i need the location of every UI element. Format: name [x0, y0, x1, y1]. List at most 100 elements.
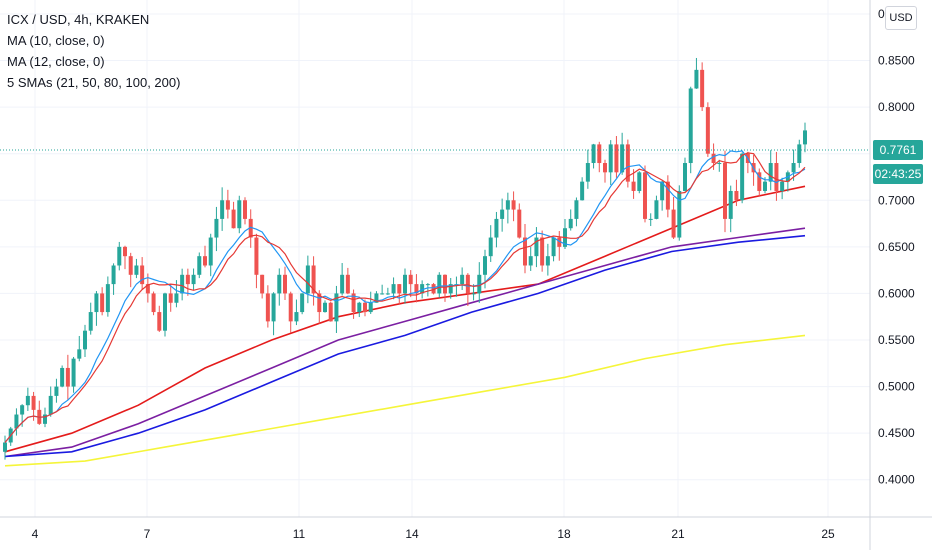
ma10-line — [4, 150, 806, 443]
candle-body — [357, 302, 362, 313]
candle-body — [311, 265, 316, 294]
candle-body — [317, 293, 322, 313]
candle-body — [163, 293, 167, 331]
candle-body — [351, 293, 356, 313]
candle-body — [763, 181, 767, 191]
candle-body — [231, 209, 236, 229]
candle-body — [700, 69, 705, 108]
candlesticks — [3, 57, 807, 460]
candle-body — [283, 274, 287, 294]
x-tick-label: 14 — [405, 527, 419, 541]
candle-body — [328, 302, 333, 322]
y-tick-label: 0.8500 — [878, 54, 915, 68]
candle-body — [540, 237, 545, 266]
candle-body — [500, 209, 505, 219]
candle-body — [768, 163, 773, 182]
currency-button[interactable]: USD — [885, 6, 917, 30]
candle-body — [105, 284, 110, 313]
candle-body — [471, 293, 476, 295]
candle-body — [88, 312, 93, 331]
smas-label[interactable]: 5 SMAs (21, 50, 80, 100, 200) — [7, 75, 181, 90]
candle-body — [643, 172, 647, 219]
candle-body — [711, 153, 716, 164]
candle-body — [368, 302, 373, 313]
y-tick-label: 0.4000 — [878, 473, 915, 487]
candle-body — [603, 163, 607, 173]
candle-body — [431, 284, 436, 294]
candle-body — [265, 293, 270, 322]
candle-body — [488, 237, 493, 257]
sma-line — [4, 185, 806, 453]
candle-body — [511, 200, 516, 210]
candle-body — [460, 274, 465, 285]
candle-body — [557, 237, 562, 247]
candle-body — [83, 330, 87, 350]
candle-body — [797, 144, 802, 164]
candle-body — [151, 293, 156, 313]
candle-body — [294, 312, 299, 322]
candle-body — [197, 256, 202, 275]
candle-body — [145, 284, 150, 294]
candle-body — [123, 246, 127, 257]
candle-body — [551, 237, 556, 257]
price-axis[interactable]: 0.90000.85000.80000.75000.70000.65000.60… — [878, 7, 915, 487]
x-tick-label: 11 — [293, 527, 306, 541]
candle-body — [277, 274, 282, 294]
candle-body — [757, 172, 762, 191]
candle-body — [494, 218, 499, 238]
candle-body — [545, 256, 550, 266]
candle-body — [288, 293, 293, 322]
y-tick-label: 0.5000 — [878, 380, 915, 394]
candle-body — [425, 284, 430, 286]
candle-body — [305, 265, 310, 294]
candle-body — [391, 284, 396, 294]
x-tick-label: 18 — [557, 527, 571, 541]
candle-body — [580, 181, 585, 201]
candle-body — [243, 200, 247, 219]
candle-body — [180, 274, 185, 294]
candle-body — [203, 256, 207, 266]
candle-body — [637, 172, 642, 191]
candle-body — [477, 274, 482, 294]
candle-body — [60, 367, 65, 387]
ma10-label[interactable]: MA (10, close, 0) — [7, 33, 105, 48]
candle-body — [523, 237, 527, 266]
candle-body — [94, 293, 99, 313]
symbol-title[interactable]: ICX / USD, 4h, KRAKEN — [7, 12, 150, 27]
candle-body — [654, 200, 659, 219]
candle-body — [448, 284, 453, 294]
candle-body — [625, 144, 630, 182]
candle-body — [665, 181, 670, 210]
ma12-label[interactable]: MA (12, close, 0) — [7, 54, 105, 69]
candle-body — [25, 395, 30, 406]
candle-body — [20, 405, 25, 415]
candle-body — [385, 293, 390, 295]
candle-body — [774, 163, 779, 191]
candle-body — [174, 293, 179, 303]
candle-body — [54, 386, 59, 396]
y-tick-label: 0.6000 — [878, 286, 915, 300]
candle-body — [614, 144, 619, 173]
candle-body — [683, 163, 687, 191]
candle-body — [134, 265, 139, 275]
last-price-tag: 0.7761 — [873, 140, 923, 160]
candle-body — [237, 200, 242, 229]
candle-body — [608, 144, 613, 173]
candle-body — [648, 218, 653, 220]
y-tick-label: 0.7000 — [878, 193, 915, 207]
candle-body — [728, 190, 733, 219]
time-axis[interactable]: 4 7 11 14 18 21 25 — [32, 527, 835, 541]
candle-body — [597, 144, 602, 164]
candle-body — [208, 237, 213, 266]
candle-body — [248, 218, 253, 238]
sma-lines — [4, 185, 806, 467]
candle-body — [3, 442, 7, 452]
candle-body — [694, 69, 699, 89]
candle-body — [443, 274, 447, 294]
candle-body — [517, 209, 522, 238]
candle-body — [780, 181, 785, 191]
candle-body — [71, 358, 76, 387]
candle-body — [397, 284, 402, 294]
candle-body — [791, 163, 796, 173]
candle-body — [574, 200, 579, 219]
